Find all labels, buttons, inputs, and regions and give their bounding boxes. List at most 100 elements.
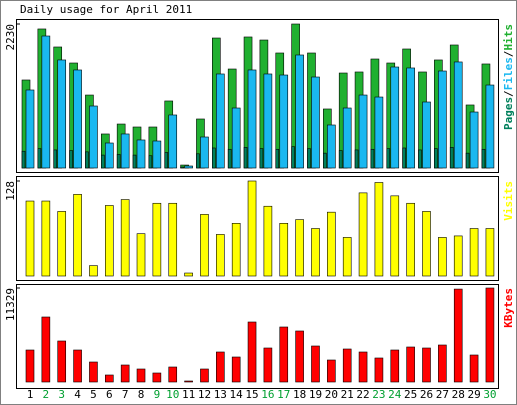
bar: [465, 152, 470, 169]
x-tick-label: 1: [27, 388, 34, 401]
bar: [469, 228, 479, 277]
bar: [73, 69, 82, 169]
x-tick-label: 18: [293, 388, 306, 401]
panel: [16, 176, 499, 281]
bar: [275, 148, 280, 169]
bar: [105, 205, 114, 277]
bar: [21, 150, 26, 169]
legend-entry: Files: [502, 57, 515, 90]
bar: [152, 140, 162, 169]
bar: [358, 351, 368, 383]
bar: [338, 150, 343, 169]
bar: [374, 96, 384, 169]
x-tick-label: 16: [261, 388, 274, 401]
bar: [422, 347, 431, 383]
x-tick-label: 20: [325, 388, 338, 401]
bar: [184, 165, 193, 169]
bar: [358, 192, 368, 277]
bar: [216, 234, 225, 277]
bar: [370, 148, 375, 169]
bar: [406, 67, 415, 169]
bar: [89, 265, 98, 277]
bar: [243, 147, 248, 169]
bar: [164, 152, 169, 169]
bar: [89, 361, 98, 383]
bar: [259, 148, 264, 169]
bar: [136, 233, 146, 277]
bar: [85, 151, 89, 169]
bar: [184, 272, 193, 277]
bar: [453, 61, 463, 169]
bar: [69, 150, 73, 169]
bar: [485, 287, 495, 383]
legend-separator: /: [502, 51, 515, 58]
bar: [327, 359, 336, 383]
bar: [295, 219, 304, 277]
bar: [247, 180, 257, 277]
bar: [216, 351, 225, 383]
x-tick-label: 27: [436, 388, 449, 401]
bar: [438, 237, 447, 277]
bar: [402, 147, 406, 169]
bar: [485, 228, 495, 277]
bar: [418, 149, 422, 169]
bar: [116, 154, 121, 169]
bar: [120, 133, 130, 169]
bar: [323, 152, 327, 169]
bar: [390, 349, 400, 383]
bar: [227, 148, 232, 169]
bar: [231, 356, 241, 383]
bar: [327, 124, 336, 169]
bar: [422, 211, 431, 277]
x-tick-label: 2: [43, 388, 50, 401]
x-tick-label: 24: [388, 388, 402, 401]
bar: [101, 154, 105, 169]
bar: [180, 166, 184, 169]
bar: [25, 89, 35, 169]
bar: [148, 155, 153, 169]
x-tick-label: 13: [214, 388, 227, 401]
bar: [212, 147, 216, 169]
y-tick-label: 128: [4, 181, 17, 201]
x-tick-label: 22: [356, 388, 369, 401]
bar: [136, 368, 146, 383]
bar: [152, 372, 162, 383]
bar: [120, 364, 130, 383]
bar: [57, 340, 67, 383]
bar: [291, 146, 295, 169]
bar: [216, 73, 225, 169]
x-tick-label: 14: [230, 388, 244, 401]
bar: [73, 194, 82, 277]
bar: [73, 349, 82, 383]
x-tick-label: 9: [154, 388, 161, 401]
x-tick-label: 6: [106, 388, 113, 401]
x-tick-label: 8: [138, 388, 145, 401]
bar: [406, 346, 415, 383]
bar: [374, 357, 384, 383]
y-tick-label: 11329: [4, 288, 17, 321]
x-tick-label: 10: [166, 388, 179, 401]
bar: [422, 101, 431, 169]
x-tick-label: 7: [122, 388, 129, 401]
bar: [89, 105, 98, 169]
bar: [263, 205, 273, 277]
bar: [342, 348, 352, 383]
bar: [390, 195, 400, 277]
bar: [453, 235, 463, 277]
chart-title: Daily usage for April 2011: [20, 3, 192, 16]
bar: [231, 107, 241, 169]
bar: [57, 211, 67, 277]
bar: [152, 202, 162, 277]
bar: [184, 380, 193, 383]
x-tick-label: 19: [309, 388, 322, 401]
bar: [386, 148, 391, 169]
x-tick-label: 28: [452, 388, 465, 401]
x-tick-label: 5: [90, 388, 97, 401]
x-tick-label: 21: [341, 388, 354, 401]
bar: [390, 66, 400, 169]
bar: [168, 366, 178, 383]
x-tick-label: 15: [245, 388, 258, 401]
bar: [53, 149, 58, 169]
bar: [25, 200, 35, 277]
